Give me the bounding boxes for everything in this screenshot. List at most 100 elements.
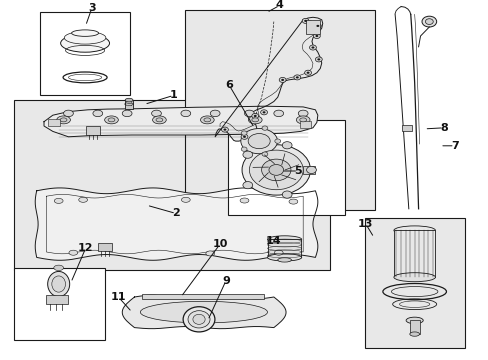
Circle shape [274,139,280,143]
Circle shape [241,134,247,139]
Ellipse shape [151,110,161,117]
Circle shape [311,46,314,49]
Text: 1: 1 [169,90,177,100]
Ellipse shape [69,250,78,255]
Circle shape [316,25,319,27]
Circle shape [262,111,265,113]
Circle shape [304,20,306,22]
Circle shape [241,131,246,135]
Bar [46,295,68,304]
Circle shape [260,110,267,115]
Text: 8: 8 [439,123,447,133]
Circle shape [306,166,316,174]
Bar [14,268,105,340]
Circle shape [281,79,284,81]
Ellipse shape [203,118,210,122]
Circle shape [262,152,267,156]
Bar [227,120,344,215]
Bar [364,218,464,348]
Ellipse shape [181,110,190,117]
Circle shape [243,181,252,189]
Ellipse shape [200,116,214,124]
Ellipse shape [251,118,258,122]
Text: 7: 7 [450,141,458,151]
Text: 10: 10 [212,239,227,249]
Polygon shape [215,17,322,141]
Ellipse shape [298,110,307,117]
Ellipse shape [64,31,105,44]
Ellipse shape [54,265,63,271]
Ellipse shape [248,116,262,124]
Circle shape [243,136,245,138]
Ellipse shape [409,332,419,336]
Circle shape [282,142,291,149]
Ellipse shape [187,311,210,328]
Text: 6: 6 [224,80,232,90]
Ellipse shape [268,165,283,175]
Ellipse shape [57,116,70,124]
Ellipse shape [240,198,248,203]
Text: 5: 5 [294,166,302,176]
Ellipse shape [393,226,434,235]
Bar [14,100,329,270]
Ellipse shape [93,110,102,117]
Circle shape [293,75,300,80]
Circle shape [315,35,318,37]
Ellipse shape [125,98,133,102]
Ellipse shape [299,118,306,122]
Circle shape [243,151,252,158]
Ellipse shape [192,314,205,324]
Bar [305,20,320,34]
Circle shape [304,70,311,75]
Text: 2: 2 [172,208,180,219]
Circle shape [302,18,308,23]
Circle shape [253,115,256,117]
Bar [268,239,300,257]
Ellipse shape [108,118,115,122]
Ellipse shape [181,197,190,202]
Ellipse shape [152,116,166,124]
Ellipse shape [249,150,303,190]
Polygon shape [44,106,317,137]
Ellipse shape [156,118,163,122]
Text: 3: 3 [88,3,96,13]
Ellipse shape [183,307,214,332]
Bar [299,121,311,128]
Bar [142,294,264,299]
Ellipse shape [140,301,267,323]
Text: 4: 4 [275,0,283,10]
Circle shape [295,76,298,78]
Circle shape [317,58,320,60]
Ellipse shape [71,30,98,36]
Text: 14: 14 [265,236,281,246]
Polygon shape [35,188,317,260]
Ellipse shape [267,236,301,243]
Ellipse shape [267,254,301,261]
Ellipse shape [61,34,109,52]
Ellipse shape [79,197,87,202]
Bar [393,230,434,277]
Ellipse shape [405,317,422,324]
Circle shape [251,113,258,118]
Circle shape [314,23,321,28]
Ellipse shape [54,198,63,203]
Circle shape [313,33,320,39]
Ellipse shape [205,251,214,256]
Circle shape [223,129,226,131]
Polygon shape [122,295,285,329]
Ellipse shape [240,129,277,154]
Ellipse shape [277,258,291,262]
Bar [85,126,100,135]
Ellipse shape [273,110,283,117]
Ellipse shape [60,118,67,122]
Bar [409,320,419,334]
Bar [303,166,315,174]
Text: 9: 9 [222,276,229,286]
Circle shape [221,127,228,132]
Ellipse shape [288,199,297,204]
Ellipse shape [244,110,254,117]
Ellipse shape [63,110,73,117]
Ellipse shape [210,110,220,117]
Text: 12: 12 [78,243,93,253]
Ellipse shape [393,273,434,282]
